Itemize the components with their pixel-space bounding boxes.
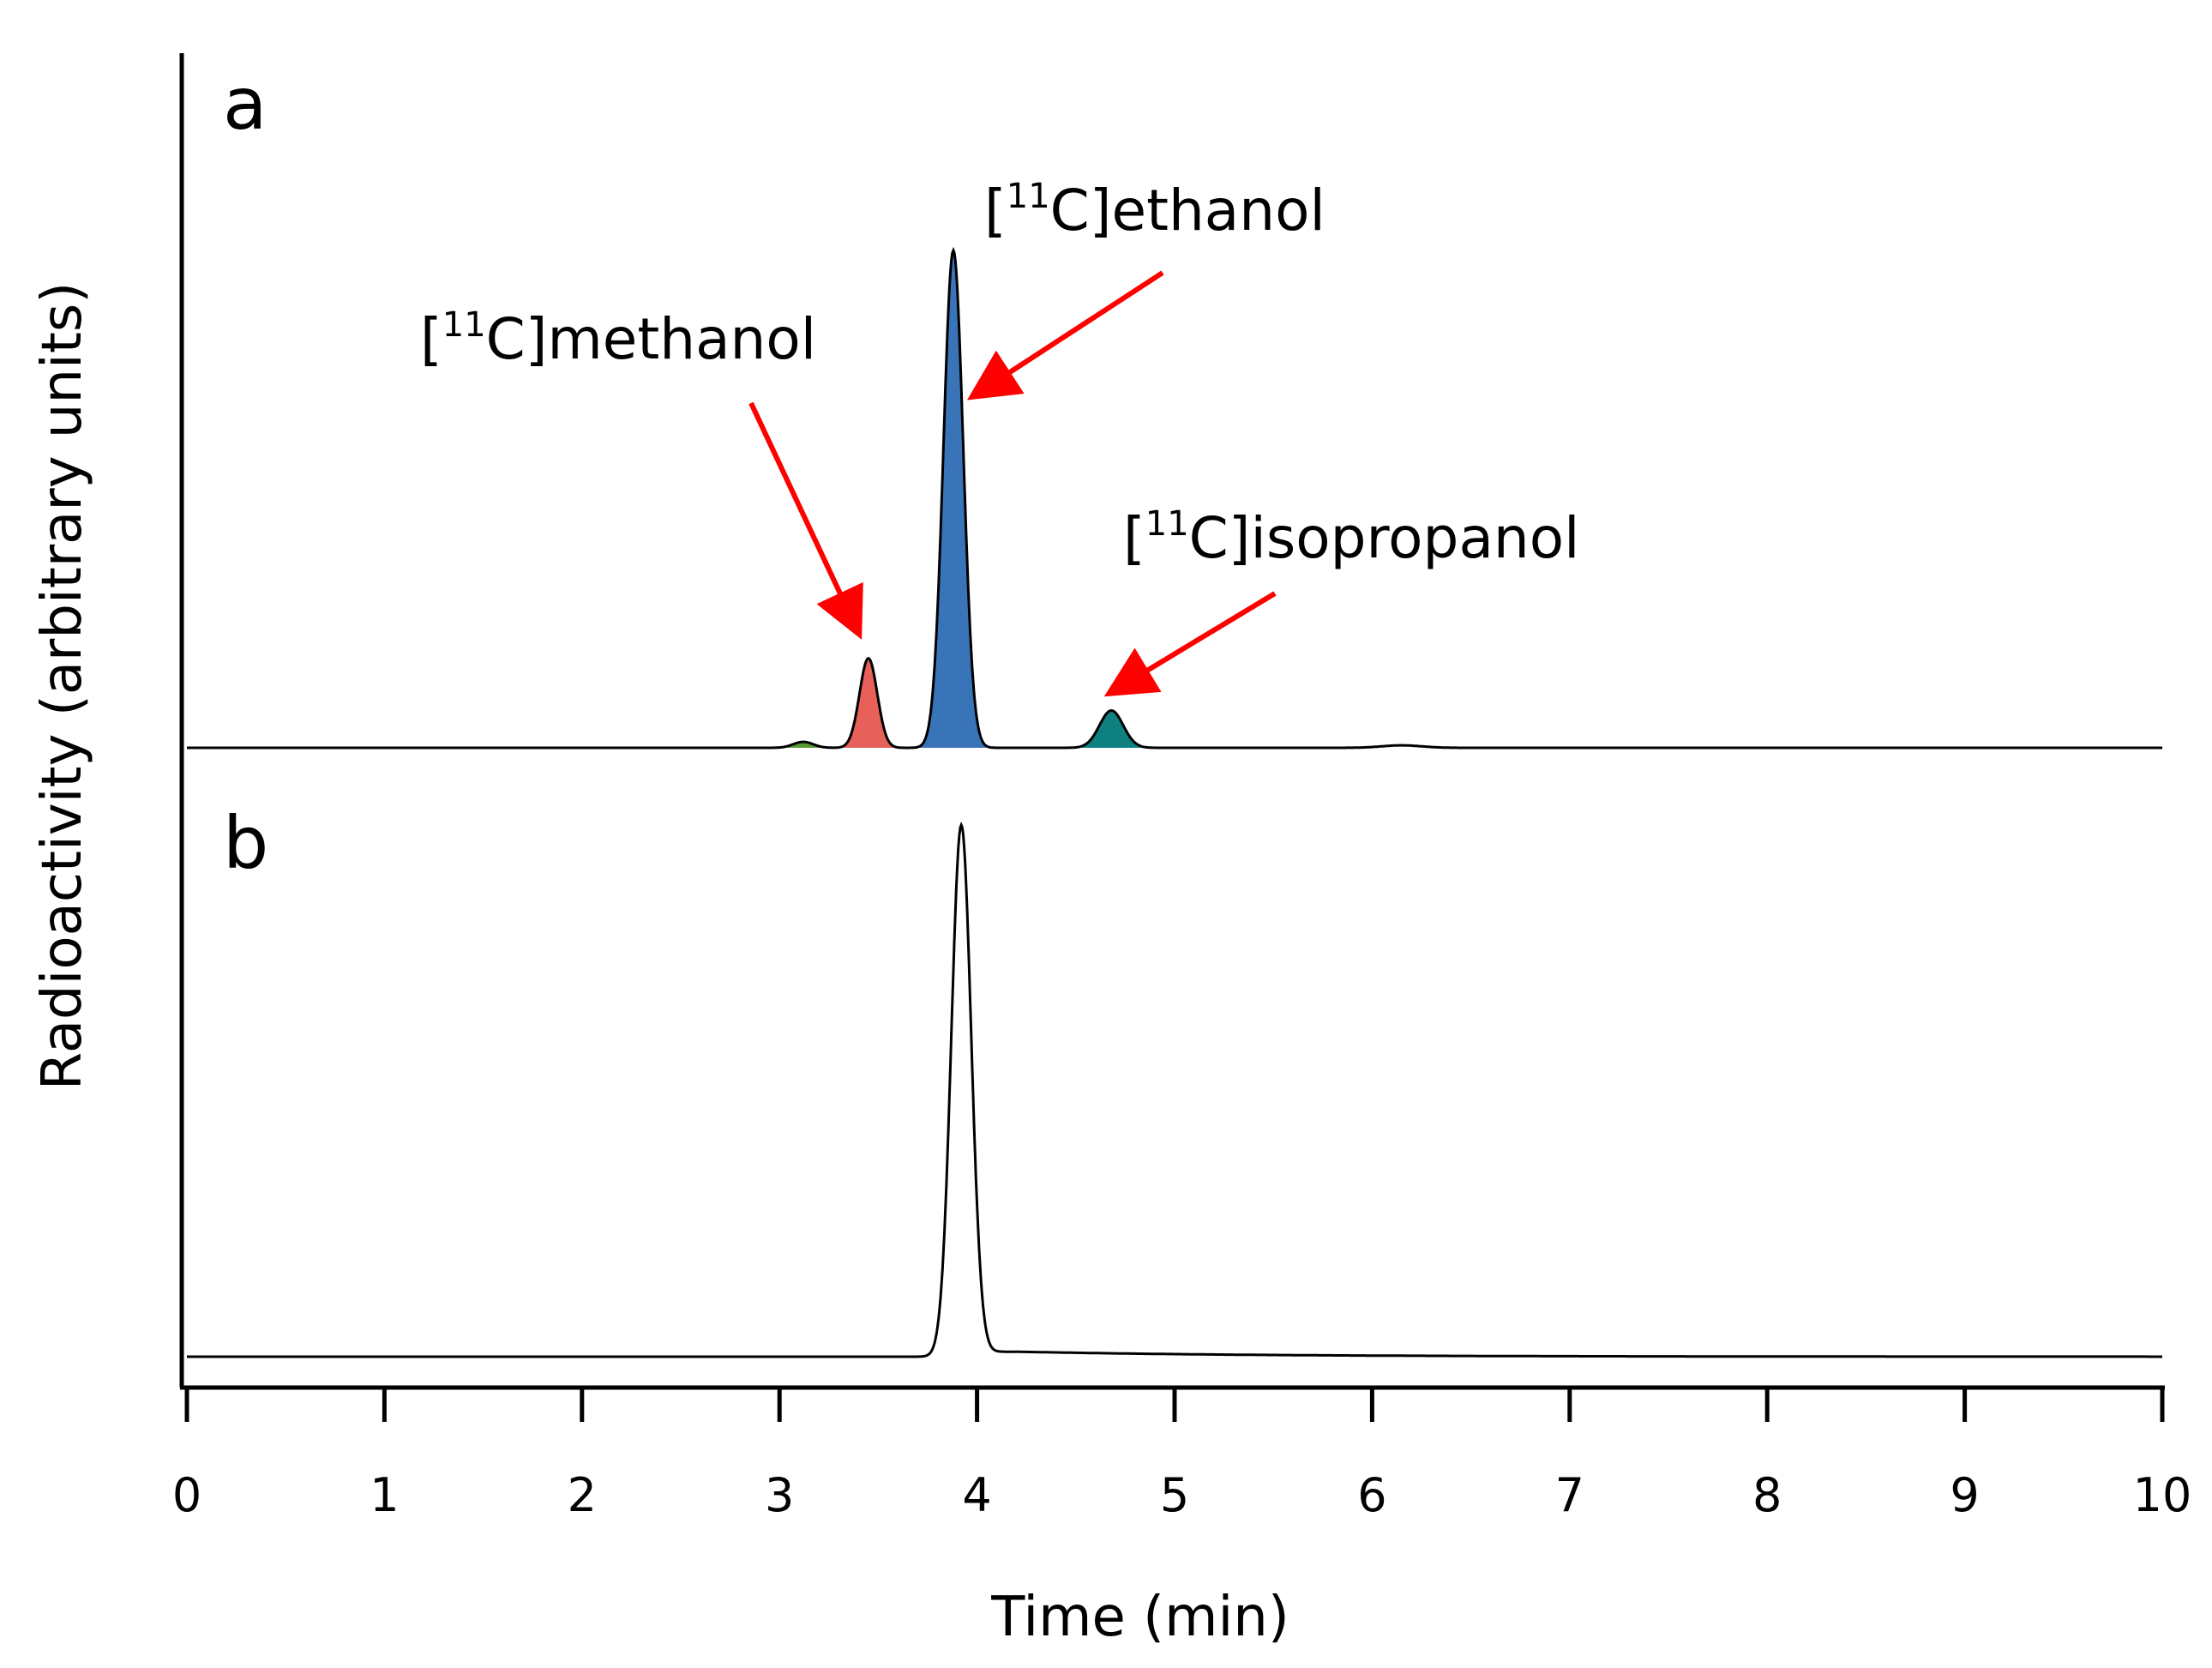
x-axis-title: Time (min) xyxy=(990,1586,1289,1649)
panel-b-trace xyxy=(187,822,2162,1358)
x-tick-label: 9 xyxy=(1950,1468,1979,1522)
x-tick-label: 8 xyxy=(1752,1468,1782,1522)
methanol-label: [11C]methanol xyxy=(420,305,816,372)
x-tick-label: 6 xyxy=(1357,1468,1386,1522)
peak-fill xyxy=(839,658,908,748)
x-axis-tick-labels: 0 1 2 3 4 5 6 7 8 9 10 xyxy=(172,1468,2192,1522)
panel-a-label: a xyxy=(223,62,267,146)
peak-fill xyxy=(917,250,1017,748)
isopropanol-label: [11C]isopropanol xyxy=(1123,504,1579,571)
x-tick-label: 1 xyxy=(370,1468,399,1522)
x-tick-label: 3 xyxy=(765,1468,794,1522)
x-tick-label: 0 xyxy=(172,1468,201,1522)
x-tick-label: 10 xyxy=(2133,1468,2192,1522)
panel-b-label: b xyxy=(223,801,268,885)
x-tick-label: 5 xyxy=(1160,1468,1189,1522)
ethanol-arrow xyxy=(966,270,1164,400)
y-axis-title: Radioactivity (arbitrary units) xyxy=(31,282,94,1090)
x-tick-label: 7 xyxy=(1555,1468,1584,1522)
panel-a-trace xyxy=(187,246,2162,750)
x-axis-ticks xyxy=(184,1388,2165,1422)
peak-fill xyxy=(1075,710,1165,748)
panel-a-peak-fills xyxy=(773,250,1165,748)
methanol-arrow xyxy=(748,401,863,640)
x-tick-label: 4 xyxy=(962,1468,991,1522)
isopropanol-arrow xyxy=(1103,591,1277,697)
ethanol-label: [11C]ethanol xyxy=(984,177,1325,244)
x-tick-label: 2 xyxy=(568,1468,597,1522)
